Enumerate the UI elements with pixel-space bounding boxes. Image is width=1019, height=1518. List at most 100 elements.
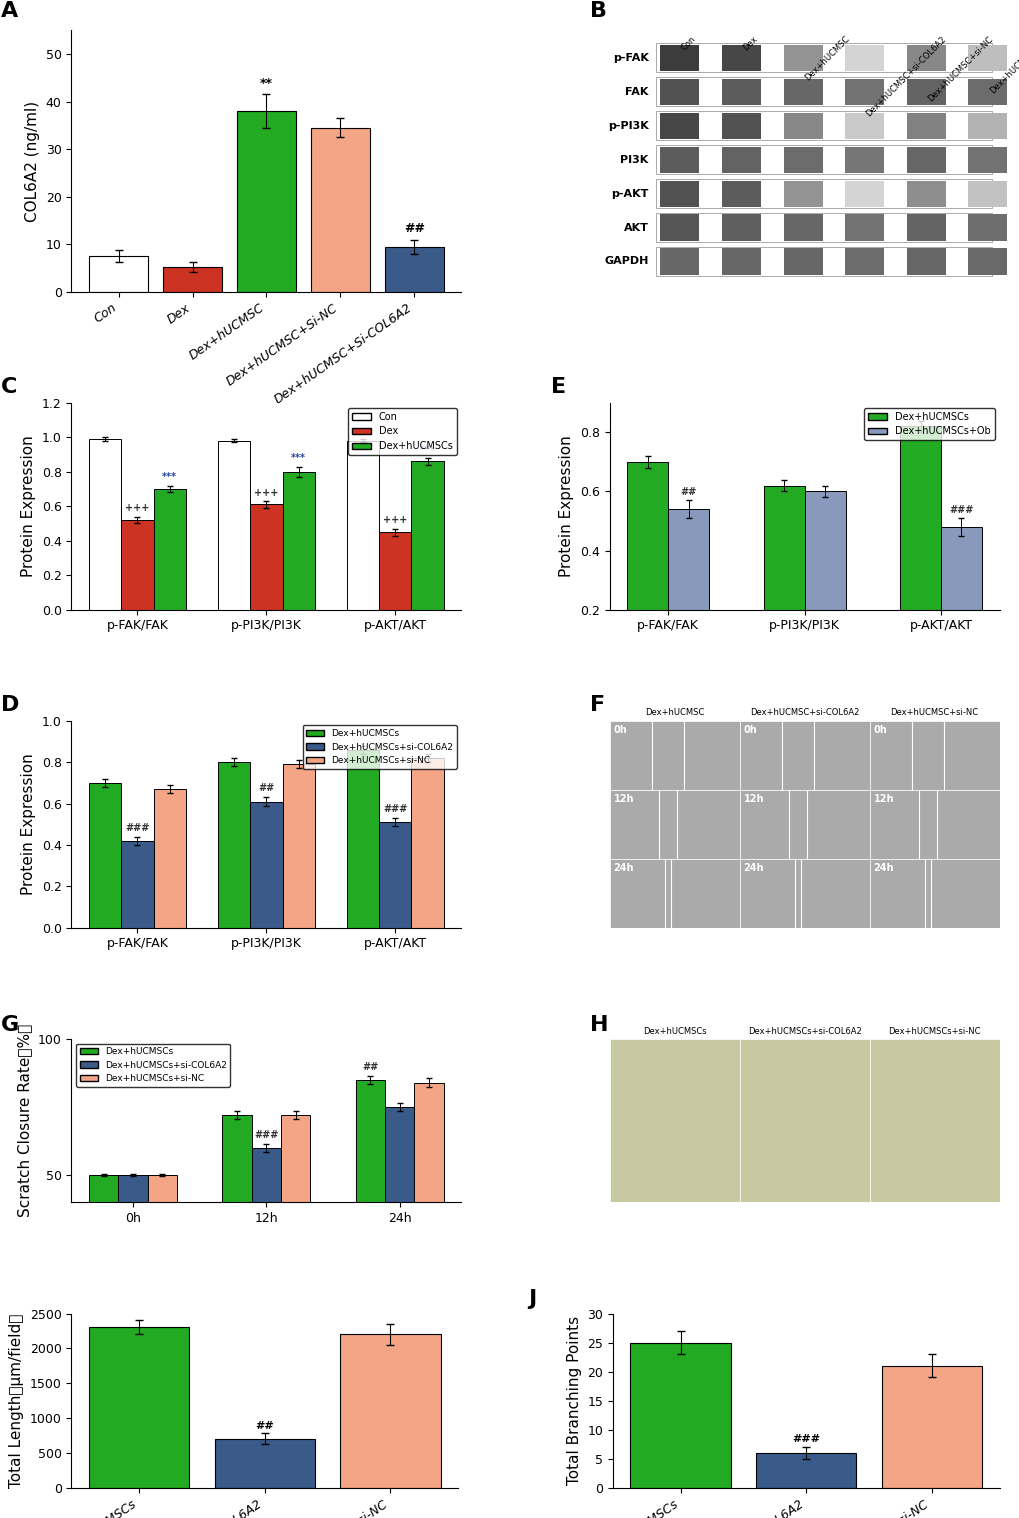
- Bar: [721, 79, 760, 105]
- Bar: [721, 214, 760, 240]
- Y-axis label: Protein Expression: Protein Expression: [21, 753, 36, 896]
- Text: H: H: [590, 1016, 608, 1035]
- Text: 24h: 24h: [612, 862, 634, 873]
- Bar: [967, 214, 1007, 240]
- Bar: [252, 1148, 281, 1312]
- Text: F: F: [590, 695, 604, 715]
- Y-axis label: Total Length（μm/field）: Total Length（μm/field）: [9, 1313, 24, 1488]
- Bar: [154, 789, 185, 927]
- Text: ***: ***: [290, 454, 306, 463]
- Bar: [656, 213, 990, 241]
- Y-axis label: Protein Expression: Protein Expression: [558, 436, 574, 577]
- Bar: [356, 1079, 384, 1312]
- Bar: [967, 112, 1007, 138]
- Bar: [384, 247, 443, 291]
- Bar: [411, 757, 443, 927]
- Bar: [845, 112, 883, 138]
- Bar: [656, 179, 990, 208]
- Bar: [739, 1038, 869, 1202]
- Text: 24h: 24h: [743, 862, 763, 873]
- Bar: [845, 79, 883, 105]
- Bar: [906, 147, 945, 173]
- Bar: [218, 440, 250, 610]
- Text: ###: ###: [949, 505, 973, 515]
- Bar: [659, 112, 699, 138]
- Bar: [906, 79, 945, 105]
- Bar: [721, 112, 760, 138]
- Text: Dex+hUCMSCs+si-COL6A2: Dex+hUCMSCs+si-COL6A2: [747, 1026, 861, 1035]
- Bar: [414, 1082, 443, 1312]
- Text: Con: Con: [679, 35, 697, 52]
- Text: ##: ##: [258, 783, 274, 794]
- Text: Dex+hUCMSC+Ob: Dex+hUCMSC+Ob: [987, 35, 1019, 96]
- Bar: [148, 1175, 177, 1312]
- Text: 12h: 12h: [872, 794, 893, 805]
- Bar: [282, 472, 315, 610]
- Text: Dex+hUCMSC+si-COL6A2: Dex+hUCMSC+si-COL6A2: [749, 707, 858, 716]
- Text: 0h: 0h: [743, 726, 756, 735]
- Legend: Dex+hUCMSCs, Dex+hUCMSCs+Ob: Dex+hUCMSCs, Dex+hUCMSCs+Ob: [863, 408, 994, 440]
- Bar: [783, 79, 821, 105]
- Bar: [222, 1116, 252, 1312]
- Bar: [783, 214, 821, 240]
- Bar: [121, 521, 154, 610]
- Bar: [845, 147, 883, 173]
- Bar: [845, 181, 883, 206]
- Bar: [967, 181, 1007, 206]
- Text: E: E: [550, 376, 566, 396]
- Text: ###: ###: [254, 1129, 278, 1140]
- Bar: [154, 489, 185, 610]
- Bar: [346, 440, 379, 610]
- Bar: [880, 1366, 981, 1488]
- Bar: [721, 249, 760, 275]
- Bar: [250, 802, 282, 927]
- Text: C: C: [1, 376, 17, 396]
- Bar: [630, 1342, 731, 1488]
- Bar: [163, 267, 222, 291]
- Bar: [783, 181, 821, 206]
- Text: Dex+hUCMSCs: Dex+hUCMSCs: [642, 1026, 706, 1035]
- Bar: [214, 1439, 315, 1488]
- Bar: [721, 44, 760, 71]
- Bar: [899, 427, 941, 668]
- Bar: [804, 492, 845, 668]
- Text: p-PI3K: p-PI3K: [607, 121, 648, 131]
- Text: A: A: [1, 2, 18, 21]
- Text: ***: ***: [420, 445, 435, 454]
- Text: FAK: FAK: [625, 87, 648, 97]
- Text: D: D: [1, 695, 19, 715]
- Y-axis label: Protein Expression: Protein Expression: [21, 436, 36, 577]
- Bar: [783, 249, 821, 275]
- Bar: [906, 181, 945, 206]
- Bar: [659, 249, 699, 275]
- Bar: [656, 77, 990, 106]
- Text: J: J: [527, 1289, 536, 1309]
- Text: +++: +++: [254, 487, 278, 498]
- Bar: [941, 527, 981, 668]
- Text: ##: ##: [362, 1061, 378, 1072]
- Text: +++: +++: [383, 515, 408, 525]
- Bar: [967, 44, 1007, 71]
- Bar: [656, 146, 990, 175]
- Bar: [656, 111, 990, 140]
- Bar: [845, 249, 883, 275]
- Bar: [721, 147, 760, 173]
- Text: B: B: [590, 2, 606, 21]
- Text: ##: ##: [680, 487, 696, 498]
- Bar: [763, 486, 804, 668]
- Bar: [967, 249, 1007, 275]
- Text: 0h: 0h: [872, 726, 887, 735]
- Bar: [906, 44, 945, 71]
- Y-axis label: COL6A2 (ng/ml): COL6A2 (ng/ml): [25, 100, 40, 222]
- Text: p-FAK: p-FAK: [612, 53, 648, 62]
- Text: 24h: 24h: [872, 862, 893, 873]
- Bar: [379, 533, 411, 610]
- Text: Dex+hUCMSC+si-COL6A2: Dex+hUCMSC+si-COL6A2: [864, 35, 948, 118]
- Bar: [609, 1038, 739, 1202]
- Text: Dex+hUCMSCs+si-NC: Dex+hUCMSCs+si-NC: [888, 1026, 980, 1035]
- Bar: [659, 79, 699, 105]
- Bar: [339, 1334, 440, 1488]
- Bar: [869, 1038, 999, 1202]
- Bar: [906, 249, 945, 275]
- Text: AKT: AKT: [623, 223, 648, 232]
